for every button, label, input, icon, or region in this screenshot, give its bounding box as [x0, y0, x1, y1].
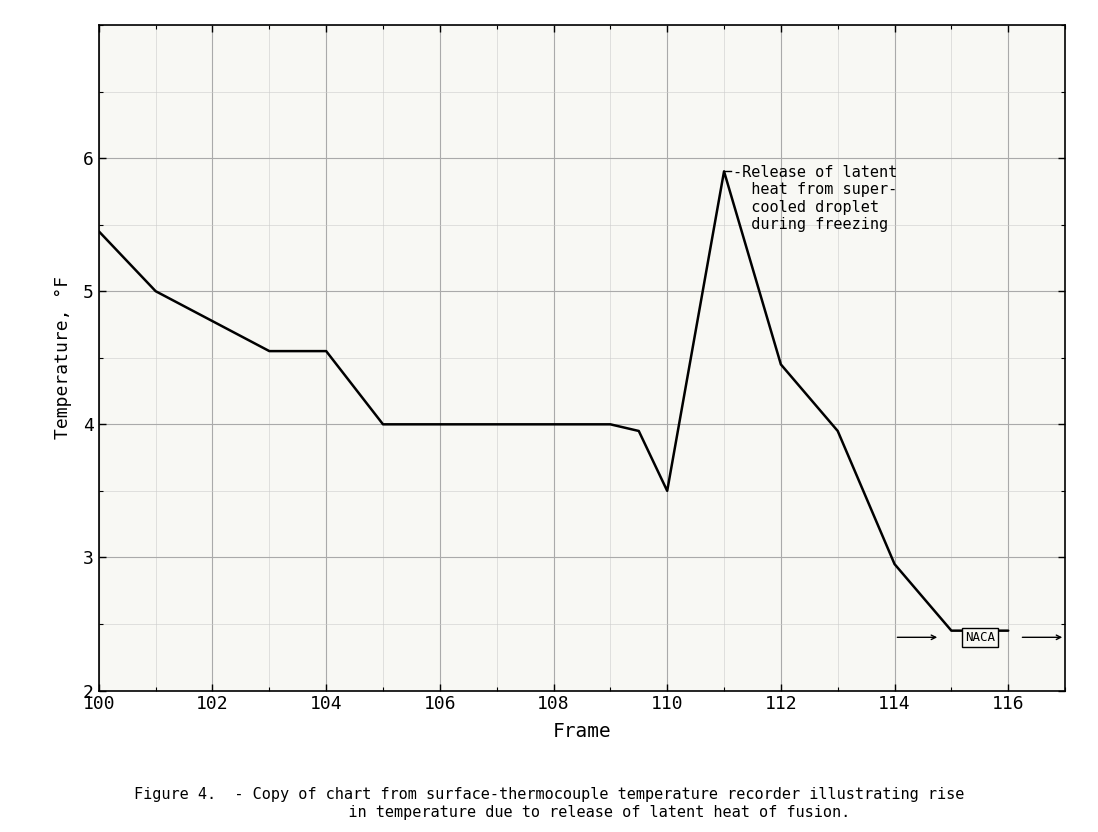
- Text: NACA: NACA: [965, 631, 995, 644]
- Text: Figure 4.  - Copy of chart from surface-thermocouple temperature recorder illust: Figure 4. - Copy of chart from surface-t…: [134, 787, 964, 820]
- Y-axis label: Temperature, °F: Temperature, °F: [54, 276, 72, 439]
- Text: -Release of latent
  heat from super-
  cooled droplet
  during freezing: -Release of latent heat from super- cool…: [732, 165, 897, 232]
- X-axis label: Frame: Frame: [552, 721, 612, 740]
